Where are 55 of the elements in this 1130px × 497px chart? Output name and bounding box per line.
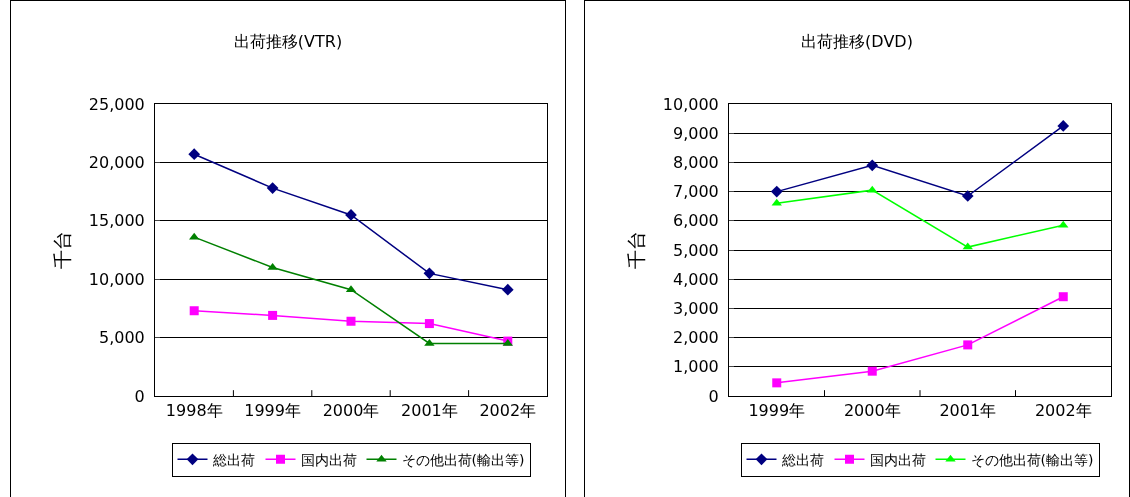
legend-label: 総出荷 xyxy=(780,451,824,468)
y-tick-label: 7,000 xyxy=(672,182,719,202)
y-axis-title: 千台 xyxy=(50,231,73,269)
point xyxy=(424,319,434,329)
y-tick-label: 15,000 xyxy=(88,211,145,231)
legend-label: その他出荷(輸出等) xyxy=(970,451,1094,468)
y-tick-label: 25,000 xyxy=(88,94,145,114)
point xyxy=(961,190,974,202)
x-tick-label: 2001年 xyxy=(401,401,458,421)
y-tick-label: 5,000 xyxy=(98,328,145,348)
x-tick-label: 1999年 xyxy=(748,401,806,421)
x-tick-label: 2001年 xyxy=(939,401,997,421)
point xyxy=(771,198,782,206)
x-tick-label: 2002年 xyxy=(479,401,537,421)
x-tick-label: 2002年 xyxy=(1034,401,1092,421)
y-tick-label: 6,000 xyxy=(672,211,719,231)
y-tick-label: 5,000 xyxy=(672,240,719,260)
chart-title: 出荷推移(DVD) xyxy=(801,31,913,51)
y-tick-label: 20,000 xyxy=(88,153,145,172)
point xyxy=(1058,292,1068,302)
chart-title: 出荷推移(VTR) xyxy=(233,31,343,51)
y-tick-label: 2,000 xyxy=(672,328,719,348)
x-tick-label: 1999年 xyxy=(244,401,301,421)
y-axis-title: 千台 xyxy=(624,231,647,269)
legend-label: その他出荷(輸出等) xyxy=(401,451,525,468)
x-tick-label: 1998年 xyxy=(165,401,223,421)
point xyxy=(189,306,199,316)
point xyxy=(866,159,879,172)
y-tick-label: 4,000 xyxy=(672,269,719,289)
point xyxy=(1057,120,1070,132)
y-tick-label: 8,000 xyxy=(672,153,719,172)
point xyxy=(770,185,783,198)
point xyxy=(346,316,356,326)
y-tick-label: 10,000 xyxy=(88,269,145,289)
x-tick-label: 2000年 xyxy=(843,401,901,421)
legend-label: 総出荷 xyxy=(211,451,255,468)
point xyxy=(867,366,877,376)
legend-label: 国内出荷 xyxy=(869,451,926,468)
legend-label: 国内出荷 xyxy=(300,451,357,468)
y-tick-label: 10,000 xyxy=(662,94,719,114)
point xyxy=(772,378,782,388)
point xyxy=(268,310,278,320)
y-tick-label: 3,000 xyxy=(672,299,719,318)
point xyxy=(424,338,435,346)
y-tick-label: 0 xyxy=(708,386,719,406)
y-tick-label: 9,000 xyxy=(672,123,719,143)
point xyxy=(266,182,279,194)
point xyxy=(188,148,201,161)
point xyxy=(423,267,436,280)
point xyxy=(501,283,514,296)
point xyxy=(962,242,973,250)
x-tick-label: 2000年 xyxy=(322,401,380,421)
point xyxy=(963,340,973,350)
y-tick-label: 0 xyxy=(134,386,145,406)
y-tick-label: 1,000 xyxy=(672,357,719,377)
